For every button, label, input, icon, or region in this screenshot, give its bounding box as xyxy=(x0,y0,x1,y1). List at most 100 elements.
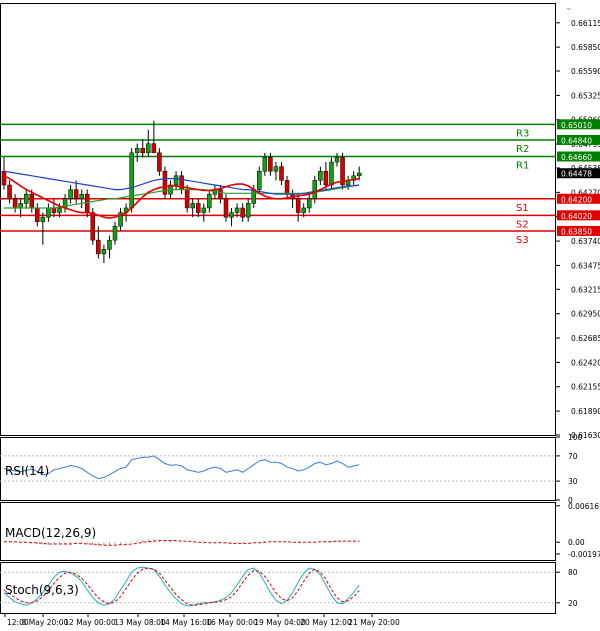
rsi-panel[interactable]: 100 70 30 0 xyxy=(0,433,583,505)
candle-body xyxy=(112,226,118,241)
candle xyxy=(79,189,84,208)
y-tick-label: 0.61890 xyxy=(571,407,600,416)
level-name-s1: S1 xyxy=(516,203,529,214)
candle-body xyxy=(173,175,179,186)
candle xyxy=(229,207,234,227)
candle xyxy=(96,226,101,259)
current-price-box xyxy=(557,168,600,179)
candle-body xyxy=(29,193,34,209)
candle xyxy=(268,152,273,176)
candle-body xyxy=(118,212,123,227)
candle-body xyxy=(268,157,273,172)
candle-body xyxy=(51,207,57,213)
candle-body xyxy=(140,147,145,154)
main-price-panel[interactable]: 0.661150.658500.655900.653250.650600.647… xyxy=(0,3,600,440)
macd-title: MACD(12,26,9) xyxy=(5,526,96,540)
candle-body xyxy=(334,157,340,163)
candle xyxy=(207,189,212,213)
y-tick-label: 0.63740 xyxy=(571,237,600,246)
candle xyxy=(162,166,168,199)
rsi-tick-label: 70 xyxy=(568,452,578,461)
candle-body xyxy=(262,157,268,172)
candle-body xyxy=(40,216,46,223)
candle-body xyxy=(201,207,207,213)
candle xyxy=(146,129,151,158)
candle-body xyxy=(107,239,112,250)
level-price-box-s3 xyxy=(557,225,600,236)
candle xyxy=(334,152,340,167)
candle-body xyxy=(251,189,256,204)
x-tick-label: 19 May 04:00 xyxy=(254,618,306,627)
candle xyxy=(40,212,46,245)
candle-body xyxy=(129,152,134,209)
candle-body xyxy=(79,193,84,200)
candle xyxy=(273,162,279,181)
macd-tick-label: -0.001971 xyxy=(568,550,600,559)
candle xyxy=(68,184,73,204)
x-tick-label: 14 May 16:00 xyxy=(160,618,212,627)
candle-body xyxy=(340,157,345,186)
y-tick-label: 0.63475 xyxy=(571,261,600,270)
stoch-main-line xyxy=(3,566,360,607)
candle-body xyxy=(68,189,73,200)
rsi-title: RSI(14) xyxy=(5,464,49,478)
level-price-box-s1 xyxy=(557,193,600,204)
candle-body xyxy=(257,170,262,190)
macd-tick-label: 0.00 xyxy=(568,538,585,547)
y-tick-label: 0.66115 xyxy=(571,19,600,28)
macd-panel[interactable]: 0.006161 0.00 -0.001971 xyxy=(0,502,600,561)
candle-body xyxy=(223,198,229,218)
candle xyxy=(112,221,118,245)
candle-body xyxy=(301,207,306,213)
candle-body xyxy=(218,189,223,200)
candle xyxy=(151,120,157,154)
candle xyxy=(23,189,29,208)
candle xyxy=(129,148,134,213)
candle-body xyxy=(312,180,318,200)
y-tick-label: 0.64270 xyxy=(571,188,600,197)
y-tick-label: 0.62685 xyxy=(571,334,600,343)
candle-body xyxy=(46,207,51,218)
candle-body xyxy=(162,170,168,195)
candle xyxy=(134,143,140,163)
candle-body xyxy=(329,161,334,186)
level-name-s3: S3 xyxy=(516,235,529,246)
candle-body xyxy=(240,207,245,218)
candle-body xyxy=(134,147,140,154)
candle-body xyxy=(90,212,96,241)
level-price-r3: 0.65010 xyxy=(561,121,592,130)
rsi-tick-label: 0 xyxy=(568,496,573,505)
sma-red-line xyxy=(3,175,360,219)
candle xyxy=(140,139,145,158)
x-tick-label: 20 May 12:00 xyxy=(300,618,352,627)
candle xyxy=(7,180,12,204)
y-tick-label: 0.62420 xyxy=(571,358,600,367)
level-price-box-s2 xyxy=(557,210,600,221)
y-tick-label: 0.65850 xyxy=(571,43,600,52)
candle-body xyxy=(7,184,12,200)
level-name-s2: S2 xyxy=(516,219,529,230)
candle xyxy=(73,180,79,204)
candle xyxy=(157,148,162,176)
candle xyxy=(356,166,362,181)
candle xyxy=(223,194,229,222)
candle xyxy=(279,162,284,185)
candle-body xyxy=(1,170,7,186)
candle xyxy=(257,166,262,195)
y-tick-label: 0.61630 xyxy=(571,431,600,440)
level-name-r2: R2 xyxy=(516,144,529,155)
candle-body xyxy=(96,239,101,255)
x-tick-label: 12 May 00:00 xyxy=(64,618,116,627)
x-tick-label: 8 May 20:00 xyxy=(22,618,69,627)
level-price-box-r1 xyxy=(557,151,600,162)
candle-body xyxy=(73,189,79,200)
candle-body xyxy=(57,207,62,213)
candle xyxy=(245,198,251,222)
stoch-tick-label: 80 xyxy=(568,568,578,577)
candle xyxy=(351,171,356,185)
candle-body xyxy=(284,180,290,195)
stoch-panel[interactable]: 80 20 xyxy=(0,562,578,614)
y-tick-label: 0.62950 xyxy=(571,310,600,319)
